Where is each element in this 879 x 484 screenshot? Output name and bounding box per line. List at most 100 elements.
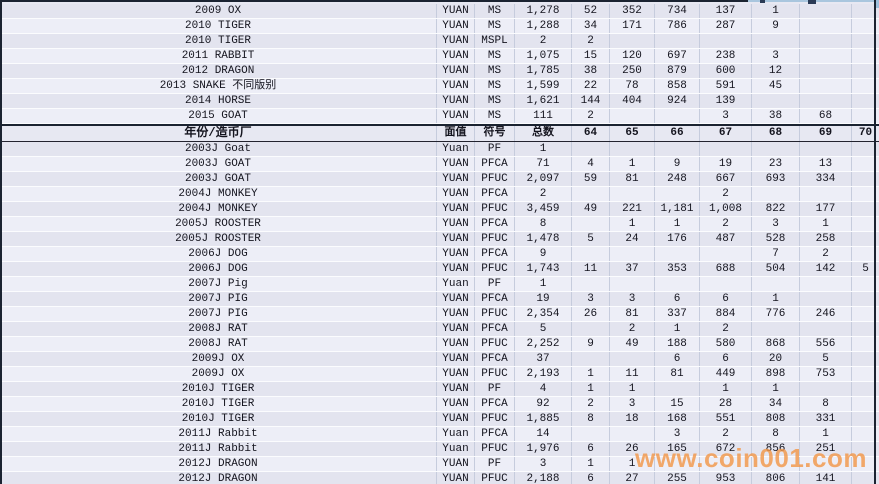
year-mint-cell[interactable]: 2006J DOG	[0, 247, 437, 261]
face-value-cell[interactable]: YUAN	[437, 247, 475, 261]
symbol-cell[interactable]: MS	[475, 19, 515, 33]
year-mint-cell[interactable]: 2004J MONKEY	[0, 202, 437, 216]
total-cell[interactable]: 92	[515, 397, 572, 411]
grade-65-cell[interactable]: 81	[610, 172, 655, 186]
grade-67-cell[interactable]: 6	[700, 352, 752, 366]
grade-67-cell[interactable]: 580	[700, 337, 752, 351]
total-cell[interactable]: 111	[515, 109, 572, 123]
total-cell[interactable]: 4	[515, 382, 572, 396]
grade-69-cell[interactable]: 142	[800, 262, 852, 276]
grade-70-cell[interactable]: 5	[862, 262, 869, 275]
year-mint-cell[interactable]: 2010 TIGER	[0, 19, 437, 33]
grade-68-cell[interactable]: 808	[752, 412, 800, 426]
symbol-cell[interactable]: PFUC	[475, 232, 515, 246]
total-cell[interactable]: 19	[515, 292, 572, 306]
grade-67-cell[interactable]: 551	[700, 412, 752, 426]
symbol-cell[interactable]: PFCA	[475, 247, 515, 261]
header-year-mint[interactable]: 年份/造币厂	[0, 126, 437, 141]
grade-69-cell[interactable]	[800, 142, 852, 156]
grade-64-cell[interactable]: 38	[572, 64, 610, 78]
grade-69-cell[interactable]	[800, 382, 852, 396]
grade-67-cell[interactable]: 19	[700, 157, 752, 171]
grade-64-cell[interactable]: 49	[572, 202, 610, 216]
grade-64-cell[interactable]: 2	[572, 109, 610, 123]
grade-65-cell[interactable]: 352	[610, 4, 655, 18]
symbol-cell[interactable]: PFCA	[475, 352, 515, 366]
grade-68-cell[interactable]: 776	[752, 307, 800, 321]
total-cell[interactable]: 2,188	[515, 472, 572, 484]
grade-66-cell[interactable]: 6	[655, 352, 700, 366]
grade-65-cell[interactable]: 11	[610, 367, 655, 381]
grade-68-cell[interactable]	[752, 34, 800, 48]
face-value-cell[interactable]: YUAN	[437, 217, 475, 231]
grade-69-cell[interactable]	[800, 19, 852, 33]
face-value-cell[interactable]: YUAN	[437, 307, 475, 321]
grade-68-cell[interactable]	[752, 457, 800, 471]
header-grade-67[interactable]: 67	[700, 126, 752, 141]
symbol-cell[interactable]: PFCA	[475, 187, 515, 201]
total-cell[interactable]: 1,288	[515, 19, 572, 33]
face-value-cell[interactable]: YUAN	[437, 4, 475, 18]
symbol-cell[interactable]: PFUC	[475, 202, 515, 216]
grade-68-cell[interactable]: 45	[752, 79, 800, 93]
symbol-cell[interactable]: PFCA	[475, 157, 515, 171]
grade-65-cell[interactable]: 49	[610, 337, 655, 351]
total-cell[interactable]: 3	[515, 457, 572, 471]
grade-67-cell[interactable]: 1,008	[700, 202, 752, 216]
grade-68-cell[interactable]: 12	[752, 64, 800, 78]
grade-65-cell[interactable]: 250	[610, 64, 655, 78]
face-value-cell[interactable]: YUAN	[437, 79, 475, 93]
grade-69-cell[interactable]	[800, 34, 852, 48]
total-cell[interactable]: 1,075	[515, 49, 572, 63]
grade-65-cell[interactable]: 81	[610, 307, 655, 321]
grade-69-cell[interactable]: 251	[800, 442, 852, 456]
grade-68-cell[interactable]: 856	[752, 442, 800, 456]
grade-69-cell[interactable]	[800, 4, 852, 18]
grade-67-cell[interactable]: 591	[700, 79, 752, 93]
face-value-cell[interactable]: YUAN	[437, 412, 475, 426]
grade-65-cell[interactable]: 1	[610, 457, 655, 471]
grade-65-cell[interactable]	[610, 352, 655, 366]
header-total[interactable]: 总数	[515, 126, 572, 141]
grade-64-cell[interactable]: 34	[572, 19, 610, 33]
grade-65-cell[interactable]	[610, 427, 655, 441]
grade-65-cell[interactable]: 1	[610, 217, 655, 231]
grade-64-cell[interactable]: 11	[572, 262, 610, 276]
grade-64-cell[interactable]: 6	[572, 442, 610, 456]
grade-68-cell[interactable]: 20	[752, 352, 800, 366]
grade-65-cell[interactable]: 221	[610, 202, 655, 216]
face-value-cell[interactable]: Yuan	[437, 142, 475, 156]
grade-64-cell[interactable]: 59	[572, 172, 610, 186]
symbol-cell[interactable]: PFUC	[475, 367, 515, 381]
grade-69-cell[interactable]	[800, 79, 852, 93]
grade-64-cell[interactable]	[572, 277, 610, 291]
grade-64-cell[interactable]: 1	[572, 382, 610, 396]
year-mint-cell[interactable]: 2012 DRAGON	[0, 64, 437, 78]
grade-64-cell[interactable]: 3	[572, 292, 610, 306]
header-face-value[interactable]: 面值	[437, 126, 475, 141]
grade-67-cell[interactable]: 2	[700, 187, 752, 201]
grade-67-cell[interactable]: 449	[700, 367, 752, 381]
year-mint-cell[interactable]: 2012J DRAGON	[0, 457, 437, 471]
grade-64-cell[interactable]	[572, 322, 610, 336]
grade-69-cell[interactable]	[800, 187, 852, 201]
grade-65-cell[interactable]	[610, 187, 655, 201]
grade-65-cell[interactable]: 3	[610, 397, 655, 411]
year-mint-cell[interactable]: 2015 GOAT	[0, 109, 437, 123]
grade-68-cell[interactable]	[752, 322, 800, 336]
symbol-cell[interactable]: PFUC	[475, 412, 515, 426]
grade-66-cell[interactable]	[655, 457, 700, 471]
grade-67-cell[interactable]: 2	[700, 322, 752, 336]
grade-64-cell[interactable]	[572, 142, 610, 156]
symbol-cell[interactable]: MS	[475, 79, 515, 93]
grade-67-cell[interactable]: 139	[700, 94, 752, 108]
grade-65-cell[interactable]: 404	[610, 94, 655, 108]
year-mint-cell[interactable]: 2005J ROOSTER	[0, 232, 437, 246]
grade-64-cell[interactable]: 22	[572, 79, 610, 93]
symbol-cell[interactable]: PFUC	[475, 472, 515, 484]
grade-67-cell[interactable]: 1	[700, 382, 752, 396]
grade-65-cell[interactable]	[610, 247, 655, 261]
grade-68-cell[interactable]: 1	[752, 382, 800, 396]
year-mint-cell[interactable]: 2009 OX	[0, 4, 437, 18]
year-mint-cell[interactable]: 2008J RAT	[0, 322, 437, 336]
